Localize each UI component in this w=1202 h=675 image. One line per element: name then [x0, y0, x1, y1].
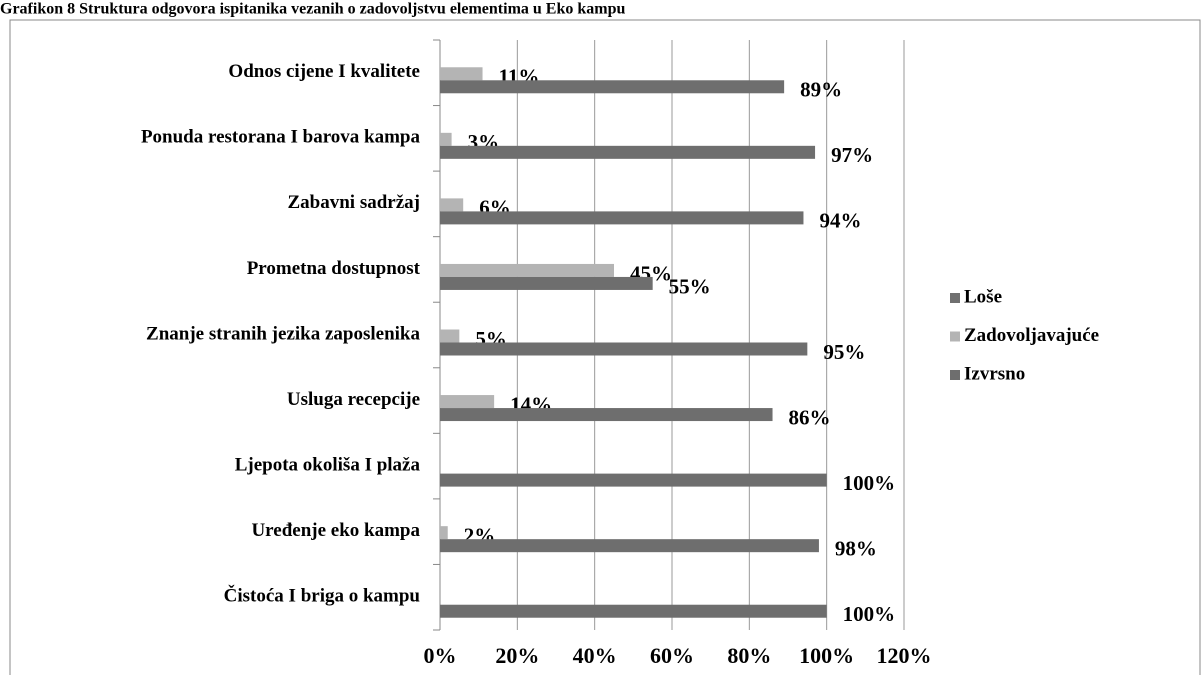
y-tick-label: Odnos cijene I kvalitete — [228, 61, 420, 82]
y-tick-label: Ponuda restorana I barova kampa — [141, 127, 421, 148]
legend-swatch — [950, 370, 960, 380]
bar — [440, 604, 827, 618]
chart-frame — [9, 19, 1201, 675]
bar — [440, 473, 827, 487]
legend-label: Zadovoljavajuće — [964, 325, 1099, 346]
data-label: 100% — [843, 471, 896, 495]
bar — [440, 145, 816, 159]
legend-swatch — [950, 331, 960, 342]
y-tick-label: Zabavni sadržaj — [288, 192, 421, 213]
data-label: 55% — [669, 274, 711, 298]
y-tick-label: Uređenje eko kampa — [251, 520, 420, 541]
bar — [440, 67, 483, 81]
bar — [440, 539, 819, 553]
data-label: 97% — [831, 143, 873, 167]
data-label: 100% — [843, 602, 896, 626]
y-tick-label: Prometna dostupnost — [247, 258, 421, 279]
x-tick-label: 0% — [424, 643, 457, 668]
x-tick-label: 120% — [877, 643, 932, 668]
x-tick-label: 60% — [650, 643, 694, 668]
x-tick-label: 20% — [495, 643, 539, 668]
bar — [440, 329, 460, 343]
data-label: 94% — [819, 209, 861, 233]
bar — [440, 211, 804, 225]
bar — [440, 263, 614, 277]
bar — [440, 408, 773, 422]
y-tick-label: Usluga recepcije — [287, 389, 420, 410]
data-label: 95% — [823, 340, 865, 364]
x-tick-label: 80% — [727, 643, 771, 668]
bar — [440, 198, 464, 212]
bar — [440, 132, 452, 146]
bar — [440, 395, 495, 409]
chart-title: Grafikon 8 Struktura odgovora ispitanika… — [0, 1, 626, 18]
y-tick-label: Čistoća I briga o kampu — [224, 585, 421, 607]
bar — [440, 276, 653, 290]
bar — [440, 342, 808, 356]
x-tick-label: 40% — [573, 643, 617, 668]
data-label: 86% — [789, 405, 831, 429]
legend-swatch — [950, 293, 960, 303]
y-tick-label: Ljepota okoliša I plaža — [235, 454, 421, 475]
data-label: 89% — [800, 78, 842, 102]
bar — [440, 80, 785, 94]
legend-label: Izvrsno — [964, 363, 1025, 384]
y-tick-label: Znanje stranih jezika zaposlenika — [146, 323, 420, 344]
data-label: 98% — [835, 536, 877, 560]
legend-label: Loše — [964, 286, 1002, 307]
x-tick-label: 100% — [799, 643, 854, 668]
bar — [440, 526, 448, 540]
